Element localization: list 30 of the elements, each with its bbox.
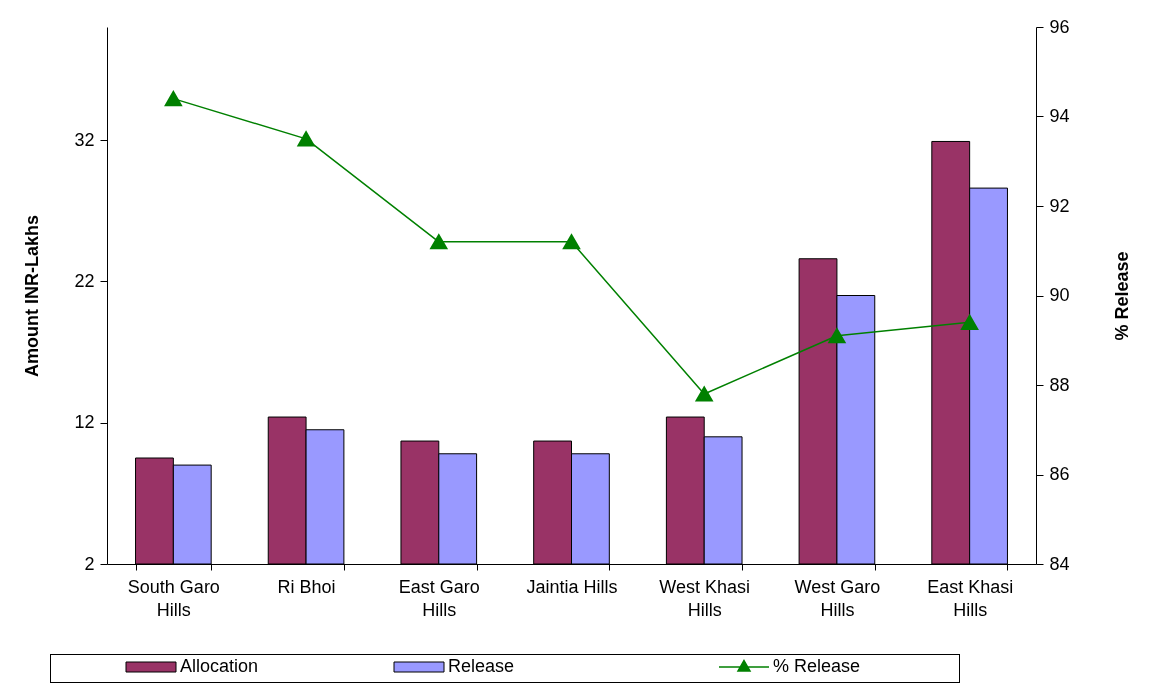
x-tick-label: West Khasi Hills <box>659 576 751 620</box>
x-tick-label: West Garo Hills <box>794 576 881 620</box>
y-tick-label: 12 <box>74 412 95 433</box>
y-tick-label: 22 <box>74 270 95 291</box>
x-tick-label: East Khasi Hills <box>927 576 1014 620</box>
point <box>695 386 713 402</box>
y2-tick-label: 96 <box>1049 16 1070 37</box>
x-tick-label: East Garo Hills <box>398 576 480 620</box>
y2-tick-label: 84 <box>1049 553 1070 574</box>
point <box>562 234 581 250</box>
legend-label: % Release <box>773 656 861 676</box>
x-tick-label: South Garo Hills <box>127 576 220 620</box>
y2-tick-label: 86 <box>1049 464 1070 484</box>
point <box>961 314 979 330</box>
x-tick-label: Jaintia Hills <box>526 576 618 597</box>
legend-label: Allocation <box>180 656 259 676</box>
point <box>430 234 448 250</box>
y2-tick-label: 90 <box>1049 285 1070 305</box>
point <box>828 328 846 344</box>
x-tick-label: Ri Bhoi <box>277 576 336 597</box>
y-tick-label: 2 <box>84 553 95 574</box>
y2-axis-title: % Release <box>1111 251 1132 341</box>
point <box>297 131 315 147</box>
y2-tick-label: 88 <box>1049 374 1070 395</box>
y-tick-label: 32 <box>74 129 95 150</box>
y2-tick-label: 92 <box>1049 195 1070 216</box>
y2-tick-label: 94 <box>1049 106 1070 126</box>
y-axis-title: Amount INR-Lakhs <box>22 215 43 377</box>
point <box>164 91 182 107</box>
legend-label: Release <box>448 656 515 676</box>
